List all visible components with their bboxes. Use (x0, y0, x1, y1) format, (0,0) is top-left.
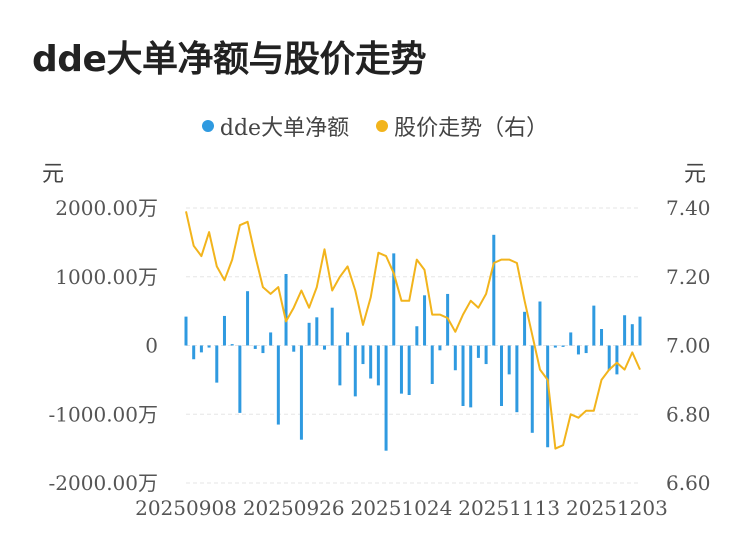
dde-bar (338, 345, 342, 386)
dde-bar (269, 332, 273, 346)
left-axis-tick-label: -2000.00万 (49, 471, 158, 495)
dde-bar (623, 315, 627, 346)
dde-bar (515, 345, 519, 413)
x-axis-tick-label: 20250908 (135, 496, 237, 520)
dde-bar (307, 322, 311, 346)
legend-label-price: 股价走势（右） (394, 116, 549, 141)
legend-label-dde: dde大单净额 (219, 116, 350, 141)
dde-bar (330, 307, 334, 346)
dde-bar (530, 345, 534, 433)
dde-bar (238, 345, 242, 413)
right-axis-unit: 元 (684, 162, 707, 187)
dde-bar (207, 345, 211, 348)
dde-bar (569, 332, 573, 346)
dde-bar (607, 345, 611, 371)
left-axis-unit: 元 (42, 162, 65, 187)
dde-bar (299, 345, 303, 440)
dde-bar (407, 345, 411, 395)
dde-bar (423, 295, 427, 346)
dde-bar (284, 274, 288, 346)
dde-bar (292, 345, 296, 352)
legend-item-price[interactable]: 股价走势（右） (376, 110, 548, 142)
dde-bar (323, 345, 327, 350)
dde-bar (392, 253, 396, 346)
dde-bar (199, 345, 203, 353)
dde-bar (499, 345, 503, 406)
dde-bar (369, 345, 373, 379)
dde-bar (222, 315, 226, 346)
dde-bar (476, 345, 480, 358)
legend-dot-orange (376, 120, 389, 132)
right-axis-tick-label: 6.80 (666, 402, 711, 426)
left-axis-tick-label: 0 (145, 334, 158, 358)
dde-bar (430, 345, 434, 384)
dde-bar (361, 345, 365, 365)
dde-bar (384, 345, 388, 451)
dde-bar (576, 345, 580, 355)
dde-bar (461, 345, 465, 406)
dde-bar (600, 329, 604, 346)
dde-bar (630, 324, 634, 346)
dde-bar (346, 332, 350, 346)
dde-bar (592, 305, 596, 346)
dde-bar (438, 345, 442, 351)
dde-bar (184, 316, 188, 346)
legend: dde大单净额 股价走势（右） (0, 110, 750, 142)
right-axis-tick-label: 7.20 (666, 265, 711, 289)
dde-bar (353, 345, 357, 397)
dde-bar (469, 345, 473, 408)
x-axis-tick-label: 20251113 (458, 496, 560, 520)
dde-bar (523, 311, 527, 346)
x-axis-tick-label: 20250926 (243, 496, 345, 520)
dde-bar (261, 345, 265, 354)
dde-bar (192, 345, 196, 360)
dde-bar (215, 345, 219, 383)
dde-bar (546, 345, 550, 448)
dde-bar (453, 345, 457, 371)
right-axis-tick-label: 7.00 (666, 334, 711, 358)
dde-bar (376, 345, 380, 386)
right-axis-tick-label: 6.60 (666, 471, 711, 495)
right-axis-tick-label: 7.40 (666, 196, 711, 220)
dde-bar (538, 301, 542, 346)
legend-item-dde[interactable]: dde大单净额 (201, 110, 350, 142)
dde-bar (315, 317, 319, 346)
x-axis-tick-label: 20251024 (351, 496, 453, 520)
dde-bar (638, 316, 642, 346)
dde-bar (615, 345, 619, 375)
dde-bar (507, 345, 511, 375)
legend-dot-blue (201, 120, 214, 132)
left-axis-tick-label: 2000.00万 (55, 196, 158, 220)
dde-bar (584, 345, 588, 354)
x-axis-tick-label: 20251203 (566, 496, 668, 520)
dde-bar (553, 345, 557, 348)
left-axis-tick-label: -1000.00万 (49, 402, 158, 426)
chart-title: dde大单净额与股价走势 (32, 39, 426, 80)
dde-bar (399, 345, 403, 394)
dde-bar (276, 345, 280, 425)
dde-bar (561, 345, 565, 347)
dde-bar (492, 234, 496, 346)
dde-bar (484, 345, 488, 365)
dde-bar (253, 345, 257, 349)
left-axis-tick-label: 1000.00万 (55, 265, 158, 289)
dde-bar (415, 326, 419, 346)
dde-bar (246, 291, 250, 346)
dde-bar (230, 344, 234, 346)
price-line (185, 211, 641, 450)
